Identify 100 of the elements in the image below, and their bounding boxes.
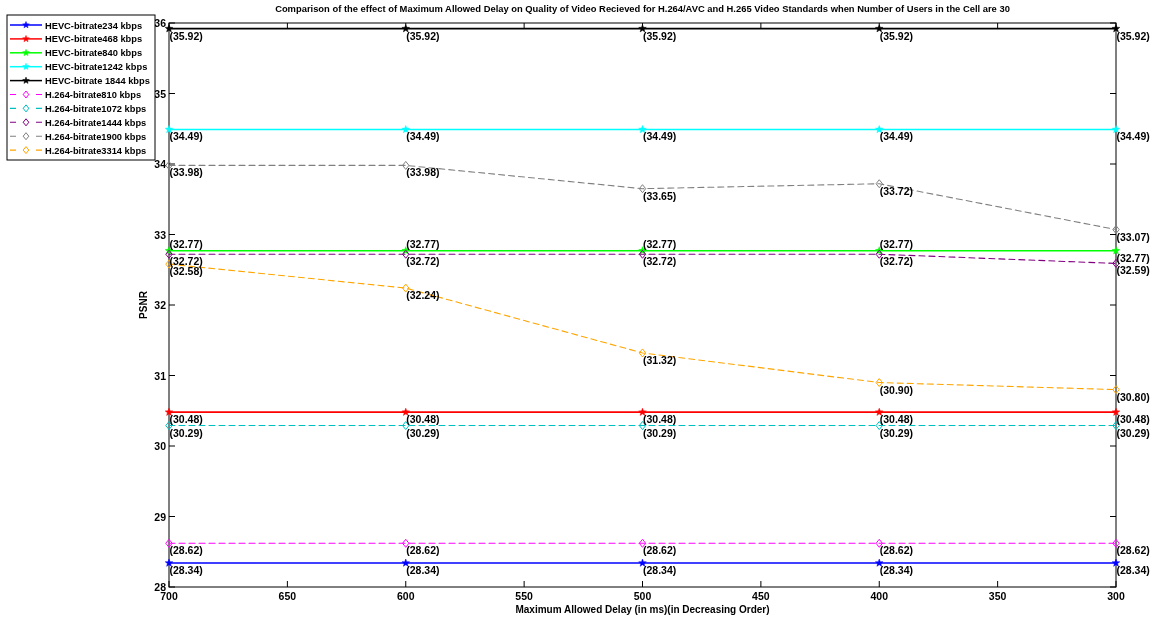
legend-label: H.264-bitrate1444 kbps (45, 117, 147, 128)
data-label: (34.49) (643, 130, 677, 143)
data-label: (30.90) (879, 383, 914, 396)
data-label: (35.92) (406, 29, 440, 42)
point (1112, 385, 1120, 395)
legend-label: HEVC-bitrate 1844 kbps (45, 76, 150, 87)
x-tick-label: 400 (870, 590, 889, 602)
x-axis-title: Maximum Allowed Delay (in ms)(in Decreasing Order) (515, 604, 770, 615)
x-tick-label: 350 (988, 590, 1007, 602)
y-axis-title: PSNR (138, 290, 149, 319)
data-label: (32.77) (879, 237, 914, 250)
data-label: (32.72) (643, 255, 677, 268)
point (875, 179, 883, 189)
point (638, 558, 647, 567)
point (875, 538, 883, 548)
data-label: (28.34) (1116, 564, 1150, 577)
point (401, 125, 410, 133)
point (638, 24, 647, 33)
y-tick-label: 32 (154, 299, 167, 311)
data-label: (28.34) (879, 564, 914, 577)
point (875, 125, 884, 133)
point (402, 160, 410, 170)
data-label: (33.98) (406, 166, 440, 179)
data-label: (30.29) (879, 426, 914, 439)
point (638, 125, 647, 133)
y-tick-label: 28 (154, 581, 167, 593)
data-label: (28.62) (879, 544, 914, 557)
data-label: (30.29) (643, 426, 677, 439)
data-label: (28.34) (406, 564, 440, 577)
y-tick-label: 31 (154, 369, 167, 382)
data-label: (35.92) (879, 29, 914, 42)
data-label: (30.29) (169, 426, 203, 439)
data-label: (30.48) (169, 413, 203, 426)
data-label: (35.92) (1116, 29, 1150, 42)
x-tick-label: 600 (396, 590, 415, 602)
data-label: (30.48) (879, 413, 914, 426)
point (165, 538, 173, 548)
data-label: (32.72) (406, 255, 440, 268)
data-label: (33.07) (1116, 230, 1150, 243)
data-label: (28.34) (643, 564, 677, 577)
point (638, 538, 647, 548)
point (164, 125, 174, 133)
legend-label: H.264-bitrate3314 kbps (45, 145, 147, 156)
y-tick-label: 33 (154, 228, 167, 241)
point (638, 348, 647, 358)
point (1112, 538, 1120, 548)
data-label: (30.80) (1116, 390, 1150, 403)
y-tick-label: 30 (154, 440, 167, 452)
data-label: (32.72) (169, 255, 203, 268)
data-label: (34.49) (879, 130, 914, 143)
x-tick-label: 500 (633, 590, 652, 602)
data-label: (32.77) (1116, 251, 1150, 264)
point (875, 24, 884, 33)
x-tick-label: 700 (160, 590, 178, 602)
x-tick-label: 450 (752, 590, 770, 602)
data-label: (33.72) (879, 184, 914, 197)
point (875, 558, 884, 567)
point (402, 283, 410, 293)
data-label: (32.77) (643, 237, 677, 250)
data-label: (32.59) (1116, 264, 1150, 277)
point (875, 407, 884, 416)
point (1111, 246, 1121, 255)
data-label: (28.62) (1116, 544, 1150, 557)
x-tick-label: 300 (1107, 590, 1125, 602)
point (164, 558, 174, 567)
data-label: (33.65) (643, 189, 677, 202)
data-label: (35.92) (643, 29, 677, 42)
data-label: (28.34) (169, 564, 203, 577)
point (401, 407, 410, 416)
y-tick-label: 29 (154, 510, 167, 523)
chart-title: Comparison of the effect of Maximum Allowed Delay on Quality of Video Recieved for H.264/AVC and H.265 Video Standards when Number of Users in the Cell are 30 (275, 3, 1010, 14)
point (1111, 558, 1121, 567)
legend-label: H.264-bitrate1900 kbps (45, 131, 147, 142)
point (164, 407, 174, 416)
data-label: (30.48) (643, 413, 677, 426)
y-tick-label: 35 (154, 87, 167, 100)
data-label: (30.29) (1116, 426, 1150, 439)
point (638, 407, 647, 416)
data-label: (30.48) (1116, 413, 1150, 426)
data-label: (28.62) (406, 544, 440, 557)
legend-label: HEVC-bitrate468 kbps (45, 34, 143, 45)
y-tick-label: 36 (154, 17, 167, 29)
legend-label: HEVC-bitrate840 kbps (45, 48, 143, 59)
data-label: (30.29) (406, 426, 440, 439)
legend-label: HEVC-bitrate234 kbps (45, 20, 143, 31)
data-label: (32.72) (879, 255, 914, 268)
data-label: (34.49) (1116, 130, 1150, 143)
data-label: (32.77) (169, 237, 203, 250)
legend-label: H.264-bitrate810 kbps (45, 90, 142, 100)
x-tick-label: 650 (278, 590, 297, 602)
data-label: (30.48) (406, 413, 440, 426)
data-label: (34.49) (169, 130, 203, 143)
point (1111, 125, 1121, 133)
point (401, 558, 410, 567)
x-tick-label: 550 (515, 590, 534, 602)
point (638, 184, 647, 194)
legend-label: HEVC-bitrate1242 kbps (45, 62, 148, 73)
point (402, 538, 410, 548)
data-label: (31.32) (643, 353, 677, 366)
data-label: (28.62) (169, 544, 203, 557)
